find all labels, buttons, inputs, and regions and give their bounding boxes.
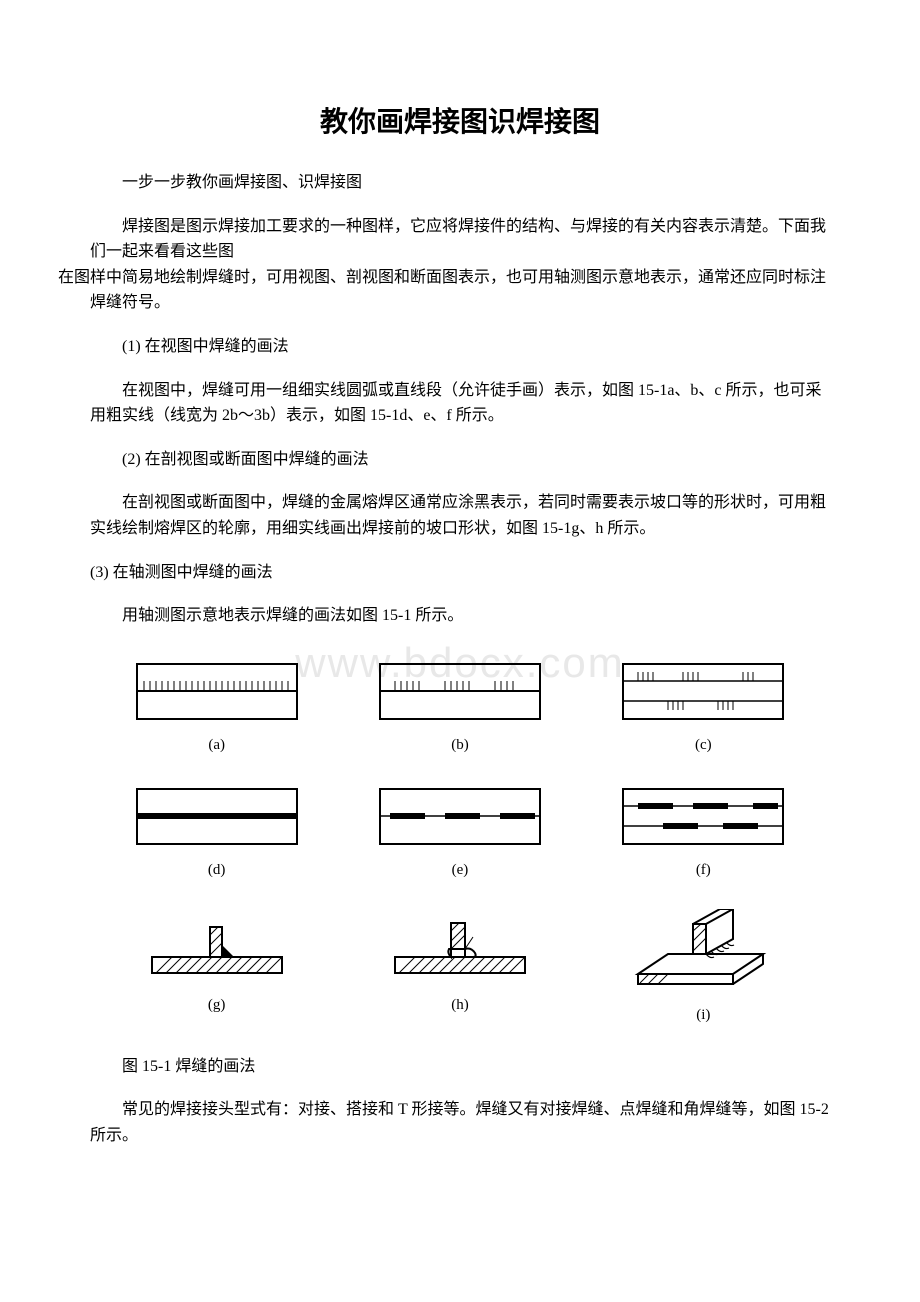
section-2-head: (2) 在剖视图或断面图中焊缝的画法 (90, 447, 830, 473)
section-1-body: 在视图中，焊缝可用一组细实线圆弧或直线段（允许徒手画）表示，如图 15-1a、b… (90, 378, 830, 429)
fig-label-d: (d) (208, 862, 226, 879)
section-1-head: (1) 在视图中焊缝的画法 (90, 334, 830, 360)
fig-cell-i: (i) (607, 909, 800, 1024)
section-3-body: 用轴测图示意地表示焊缝的画法如图 15-1 所示。 (90, 603, 830, 629)
figure-grid: (a) (b) (120, 659, 800, 1024)
diagram-i (618, 909, 788, 999)
fig-label-f: (f) (696, 862, 711, 879)
intro3-text: 在图样中简易地绘制焊缝时，可用视图、剖视图和断面图表示，也可用轴测图示意地表示，… (58, 269, 826, 312)
diagram-a (132, 659, 302, 729)
section-2-body: 在剖视图或断面图中，焊缝的金属熔焊区通常应涂黑表示，若同时需要表示坡口等的形状时… (90, 490, 830, 541)
page-title: 教你画焊接图识焊接图 (90, 100, 830, 140)
fig-cell-g: (g) (120, 909, 313, 1024)
fig-label-h: (h) (451, 997, 469, 1014)
diagram-d (132, 784, 302, 854)
diagram-f (618, 784, 788, 854)
figure-caption: 图 15-1 焊缝的画法 (90, 1054, 830, 1080)
fig-cell-b: (b) (363, 659, 556, 754)
fig-label-i: (i) (696, 1007, 710, 1024)
intro-para-1: 一步一步教你画焊接图、识焊接图 (90, 170, 830, 196)
section-3-head: (3) 在轴测图中焊缝的画法 (90, 560, 830, 586)
fig-cell-d: (d) (120, 784, 313, 879)
fig-label-a: (a) (208, 737, 225, 754)
fig-label-e: (e) (452, 862, 469, 879)
diagram-b (375, 659, 545, 729)
fig-cell-e: (e) (363, 784, 556, 879)
fig-cell-f: (f) (607, 784, 800, 879)
fig-cell-a: (a) (120, 659, 313, 754)
fig-label-c: (c) (695, 737, 712, 754)
figure-15-1: www.bdocx.com (a) (120, 659, 800, 1024)
fig-label-g: (g) (208, 997, 226, 1014)
fig-label-b: (b) (451, 737, 469, 754)
diagram-h (375, 909, 545, 989)
fig-cell-h: (h) (363, 909, 556, 1024)
diagram-e (375, 784, 545, 854)
fig-cell-c: (c) (607, 659, 800, 754)
diagram-c (618, 659, 788, 729)
intro2-text: 焊接图是图示焊接加工要求的一种图样，它应将焊接件的结构、与焊接的有关内容表示清楚… (90, 218, 826, 261)
intro-para-2: 焊接图是图示焊接加工要求的一种图样，它应将焊接件的结构、与焊接的有关内容表示清楚… (90, 214, 830, 316)
diagram-g (132, 909, 302, 989)
outro-para: 常见的焊接接头型式有：对接、搭接和 T 形接等。焊缝又有对接焊缝、点焊缝和角焊缝… (90, 1097, 830, 1148)
